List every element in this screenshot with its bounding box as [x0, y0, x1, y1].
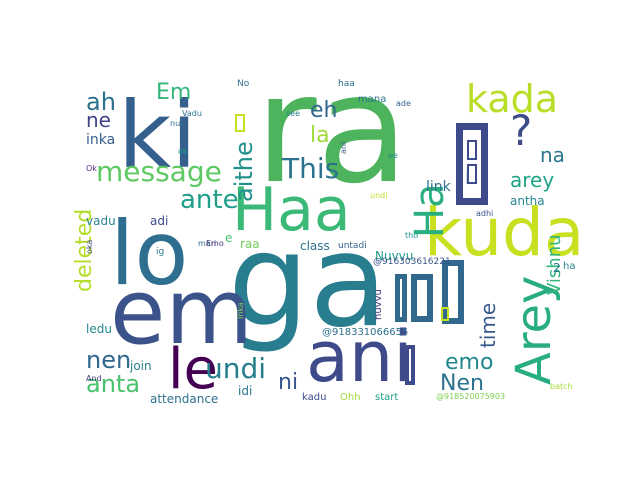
- cloud-word: tho: [405, 231, 419, 240]
- cloud-word: Nuvvu: [375, 249, 414, 263]
- cloud-word: e: [225, 231, 233, 245]
- tofu-box-large: [456, 123, 488, 205]
- cloud-word: arey: [510, 168, 555, 192]
- cloud-word: adi: [150, 214, 169, 228]
- cloud-word: ha: [563, 261, 576, 272]
- cloud-word: time: [476, 302, 500, 348]
- cloud-word: nuv: [170, 119, 185, 128]
- cloud-word: ani: [339, 142, 348, 155]
- cloud-word: Inka: [236, 302, 245, 320]
- tofu-box-medium: [411, 274, 433, 322]
- cloud-word: ok: [178, 147, 188, 156]
- cloud-word: la: [310, 123, 330, 148]
- cloud-word: lo: [110, 202, 189, 305]
- cloud-word: link: [426, 179, 451, 195]
- cloud-word: oka: [85, 240, 94, 255]
- tofu-box-small: [441, 307, 449, 321]
- cloud-word: kada: [466, 77, 559, 121]
- cloud-word: aithe: [230, 141, 258, 202]
- cloud-word: ki: [118, 82, 197, 189]
- cloud-word: batch: [550, 382, 573, 391]
- tofu-box-inner: [467, 140, 477, 160]
- cloud-word: anta: [86, 370, 141, 398]
- cloud-word: Nen: [440, 371, 484, 396]
- tofu-box-medium: [395, 274, 407, 322]
- cloud-word: start: [375, 392, 399, 403]
- cloud-word: undi: [370, 191, 388, 200]
- cloud-word: nuvvu: [373, 289, 384, 320]
- cloud-word: ni: [278, 370, 299, 395]
- cloud-word: Ok: [86, 164, 97, 173]
- cloud-word: ah: [86, 88, 116, 116]
- cloud-word: le: [168, 337, 219, 402]
- cloud-word: ledu: [86, 322, 112, 336]
- tofu-box-small: [235, 114, 245, 132]
- cloud-word: ?: [510, 106, 533, 155]
- cloud-word: @918520075903: [436, 392, 506, 401]
- cloud-word: ga: [228, 207, 388, 356]
- cloud-word: 2: [553, 261, 561, 275]
- tofu-box-tall: [405, 345, 415, 385]
- cloud-word: eh: [310, 98, 338, 123]
- cloud-word: ne: [86, 108, 111, 132]
- cloud-word: And: [86, 374, 102, 383]
- cloud-word: ade: [396, 99, 411, 108]
- cloud-word: vadu: [86, 214, 116, 228]
- cloud-word: @916303616221: [373, 257, 451, 267]
- cloud-word: mari: [198, 239, 217, 248]
- cloud-word: kadu: [302, 392, 327, 403]
- cloud-word: ee: [388, 151, 398, 160]
- cloud-word: ig: [156, 247, 165, 257]
- cloud-word: idi: [238, 384, 253, 398]
- cloud-word: em: [110, 260, 254, 365]
- cloud-word: haa: [338, 79, 355, 89]
- cloud-word: message: [96, 155, 222, 188]
- cloud-word: Ohh: [340, 392, 361, 403]
- cloud-word: ani: [306, 316, 413, 398]
- cloud-word: I: [465, 168, 471, 189]
- cloud-word: undi: [205, 352, 267, 385]
- cloud-word: Haa: [232, 175, 351, 245]
- cloud-word: attendance: [150, 392, 219, 406]
- cloud-word: join: [130, 359, 152, 373]
- cloud-word: adhi: [476, 209, 494, 218]
- cloud-word: -: [146, 239, 151, 253]
- cloud-word: mana: [358, 94, 387, 105]
- cloud-word: No: [237, 79, 250, 89]
- tofu-box-inner: [467, 164, 477, 184]
- cloud-word: nen: [86, 346, 132, 374]
- cloud-word: ante: [180, 185, 239, 215]
- cloud-word: This: [282, 152, 340, 185]
- cloud-word: Vadu: [182, 109, 202, 118]
- cloud-word: emo: [445, 350, 494, 375]
- cloud-word: @918331066655: [322, 327, 409, 338]
- cloud-word: see: [286, 109, 301, 118]
- cloud-word: inka: [86, 132, 116, 148]
- tofu-box-tall: [442, 260, 464, 324]
- cloud-word: antha: [510, 194, 545, 208]
- cloud-word: untadi: [338, 241, 367, 251]
- cloud-word: Em: [156, 80, 192, 105]
- cloud-word: Emo: [206, 239, 224, 248]
- cloud-word: raa: [240, 237, 260, 251]
- cloud-word: ra: [255, 43, 409, 217]
- cloud-word: kuda: [424, 194, 585, 271]
- cloud-word: na: [540, 143, 565, 167]
- cloud-word: class: [300, 239, 330, 253]
